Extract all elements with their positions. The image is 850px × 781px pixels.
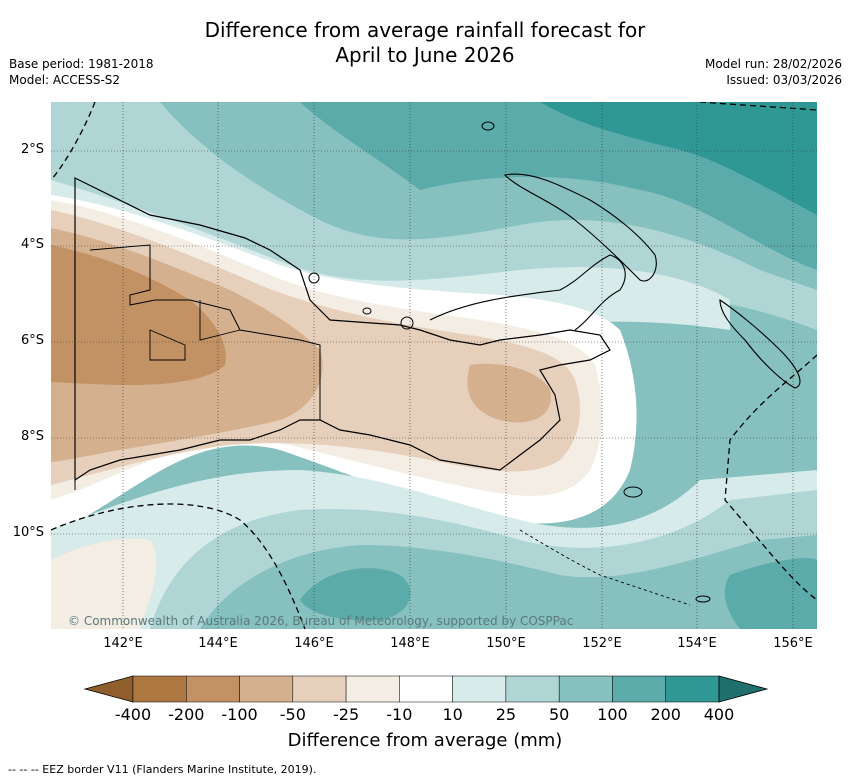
copyright-notice: © Commonwealth of Australia 2026, Bureau… [68,614,574,628]
lon-label-150: 150°E [486,636,526,651]
lon-label-142: 142°E [103,636,143,651]
lat-label-2s: 2°S [20,142,44,157]
lon-label-148: 148°E [390,636,430,651]
rainfall-field [51,102,817,629]
lat-label-10s: 10°S [12,525,44,540]
colorbar-swatch [186,675,240,703]
map-title: Difference from average rainfall forecas… [0,18,850,68]
gridlines [51,102,817,629]
eez-footnote: -- -- -- EEZ border V11 (Flanders Marine… [8,763,317,776]
colorbar-tick-label: 400 [703,705,735,724]
lon-label-144: 144°E [198,636,238,651]
colorbar-tick-label: 50 [548,705,570,724]
colorbar-extend-high [718,675,769,703]
colorbar-title: Difference from average (mm) [287,730,563,751]
colorbar-tick-label: -400 [114,705,152,724]
title-line-2: April to June 2026 [335,43,515,67]
colorbar [83,675,769,703]
colorbar-tick-label: 10 [442,705,463,724]
base-period: Base period: 1981-2018 [9,57,154,71]
meta-right: Model run: 28/02/2026 Issued: 03/03/2026 [705,56,842,88]
lon-label-156: 156°E [773,636,813,651]
colorbar-swatch [558,675,613,703]
colorbar-swatch [132,675,187,703]
issued-date: Issued: 03/03/2026 [726,73,842,87]
colorbar-swatch [665,675,720,703]
colorbar-tick-label: -100 [221,705,258,724]
colorbar-swatch [292,675,347,703]
model-run: Model run: 28/02/2026 [704,57,842,71]
colorbar-extend-low [83,675,134,703]
colorbar-tick-label: 100 [597,705,628,724]
colorbar-tick-label: -25 [333,705,360,724]
meta-left: Base period: 1981-2018 Model: ACCESS-S2 [9,56,154,88]
colorbar-swatch [452,675,507,703]
title-line-1: Difference from average rainfall forecas… [204,18,646,42]
colorbar-tick-label: -10 [386,705,413,724]
colorbar-tick-label: -200 [168,705,205,724]
colorbar-tick-label: -50 [279,705,306,724]
colorbar-swatch [239,675,294,703]
lat-label-8s: 8°S [20,429,44,444]
colorbar-swatch [399,675,453,703]
lon-label-154: 154°E [677,636,717,651]
colorbar-swatch [505,675,560,703]
lat-label-6s: 6°S [20,333,44,348]
colorbar-swatch [612,675,666,703]
colorbar-tick-label: 200 [650,705,681,724]
model-name: Model: ACCESS-S2 [9,73,121,87]
colorbar-tick-label: 25 [495,705,517,724]
colorbar-swatch [345,675,400,703]
lat-label-4s: 4°S [20,237,44,252]
lon-label-146: 146°E [294,636,334,651]
lon-label-152: 152°E [582,636,622,651]
